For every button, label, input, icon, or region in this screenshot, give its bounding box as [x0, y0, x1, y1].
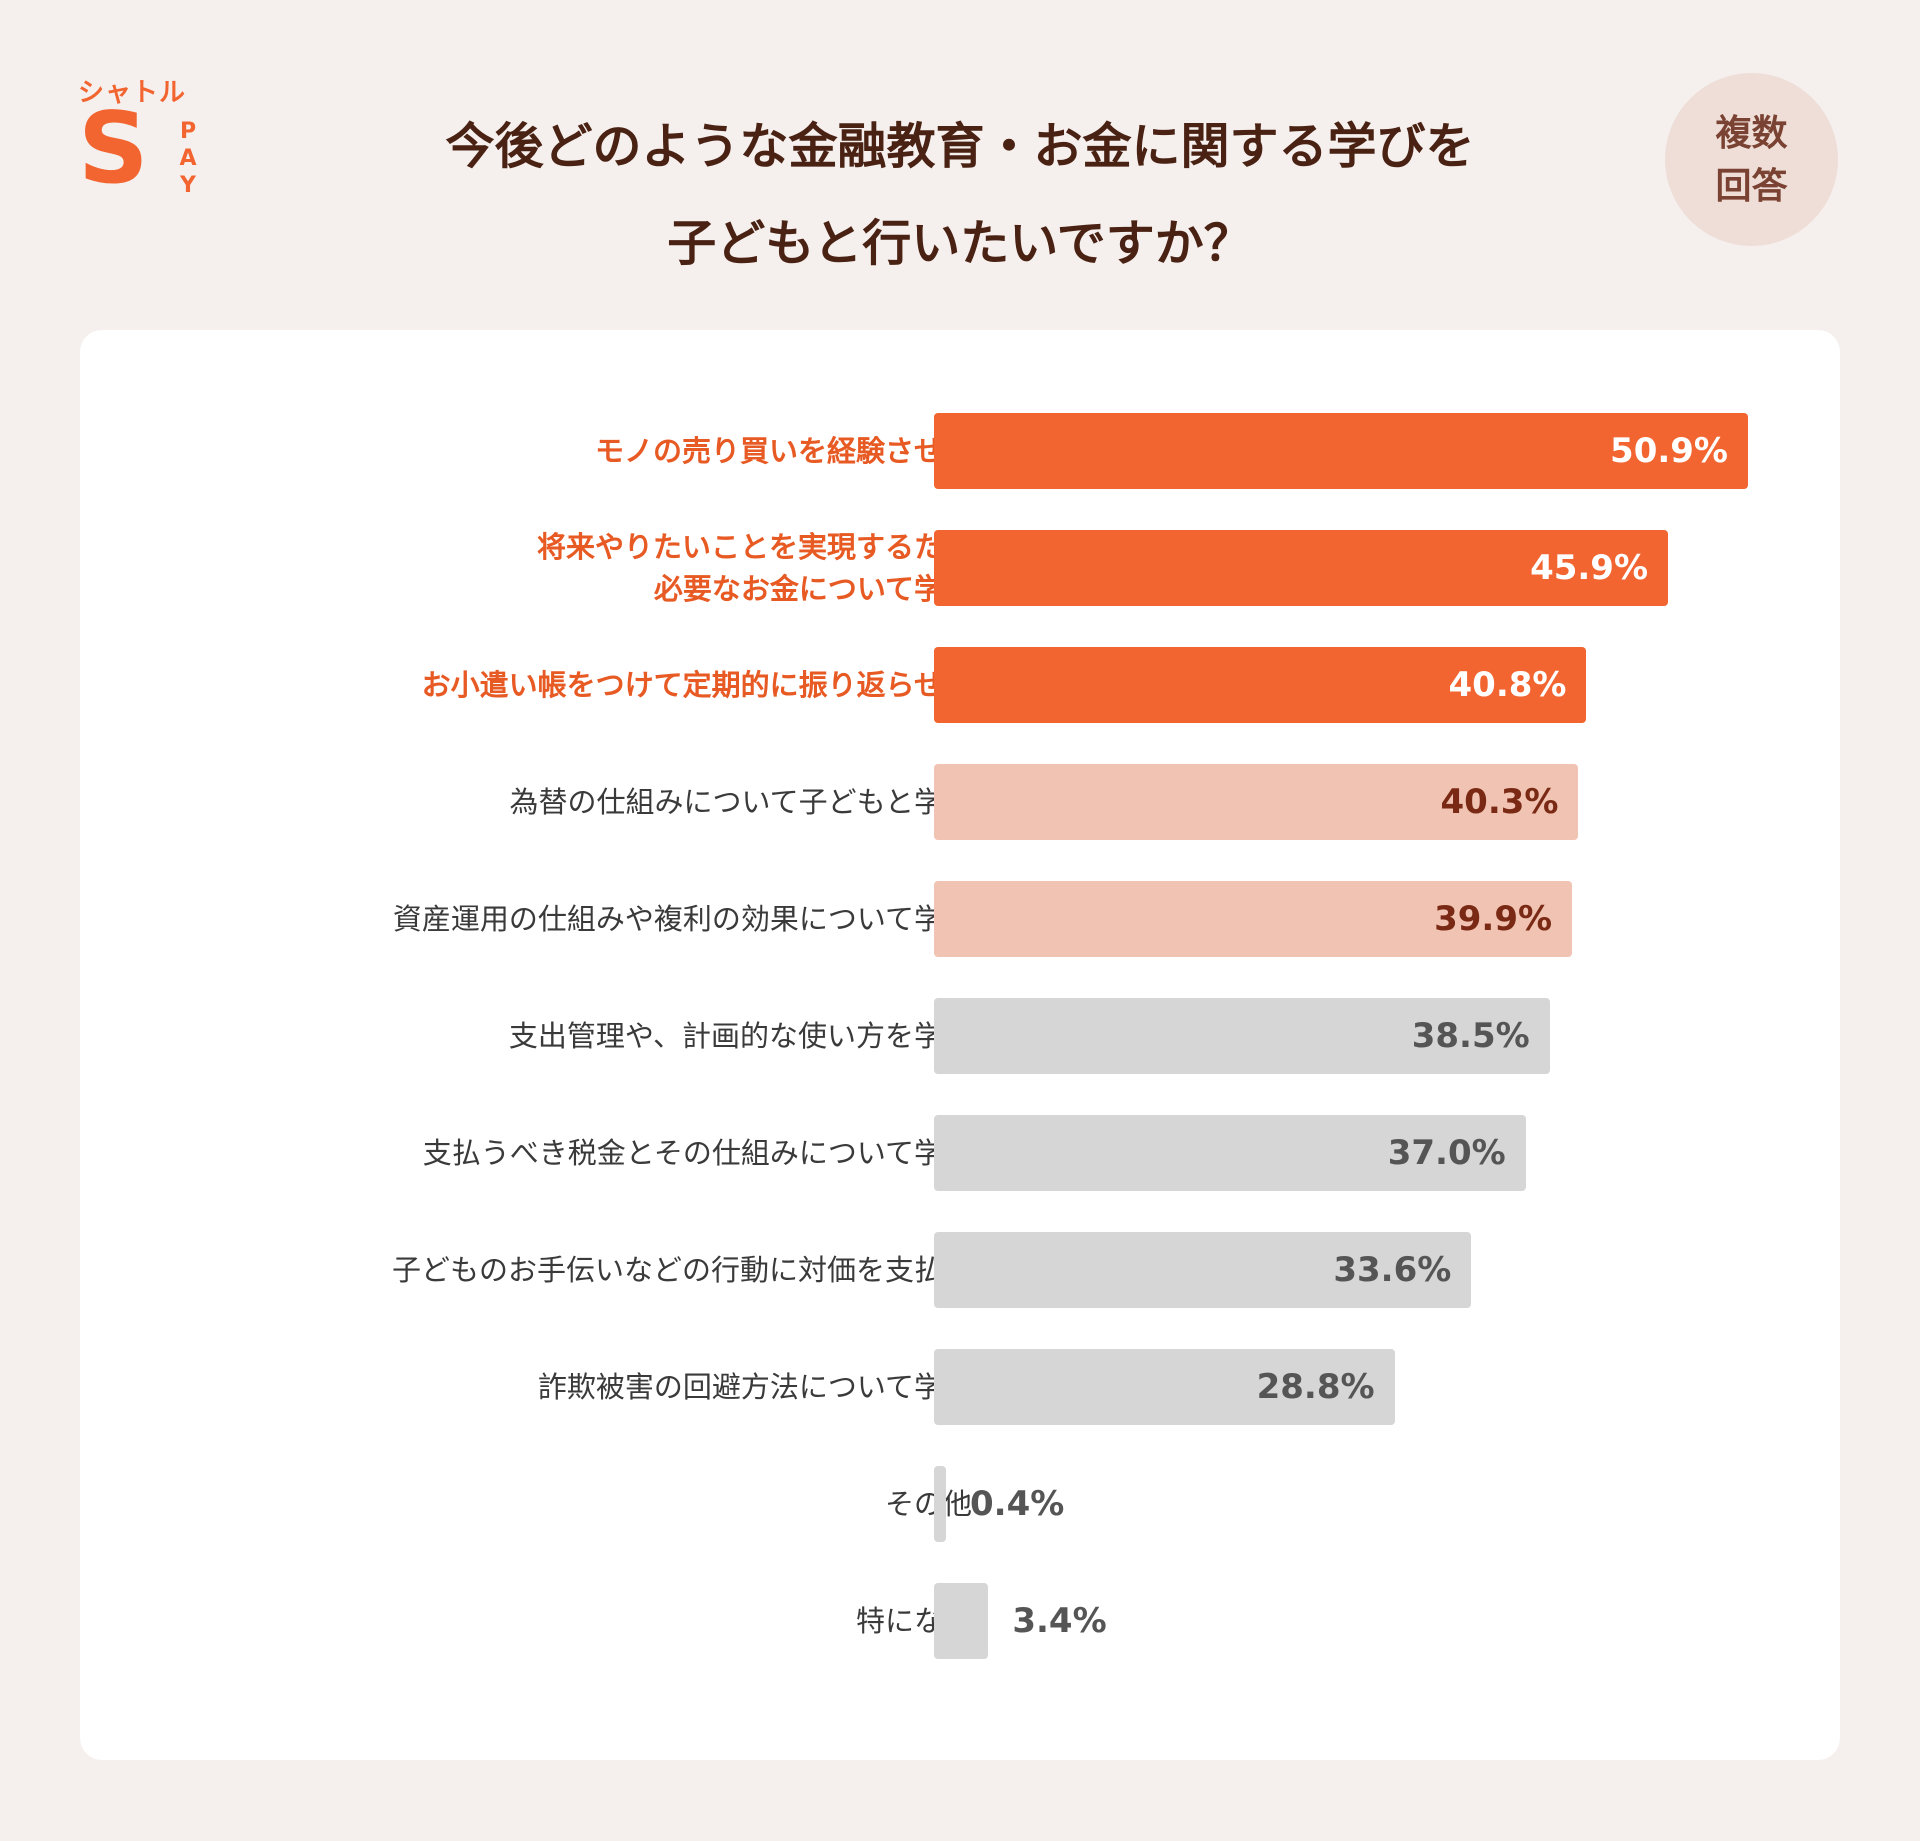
bar: [934, 647, 1587, 723]
value-label: 33.6%: [1333, 1250, 1452, 1290]
bar: [934, 1349, 1395, 1425]
bar: [934, 1115, 1526, 1191]
category-label: 為替の仕組みについて子どもと学ぶ: [190, 781, 972, 823]
bar: [934, 998, 1550, 1074]
category-label: 子どものお手伝いなどの行動に対価を支払う: [190, 1249, 972, 1291]
logo-s-mark: S: [78, 92, 149, 206]
bar: [934, 764, 1579, 840]
logo-name: シャトル: [78, 78, 187, 108]
category-label-line: お小遣い帳をつけて定期的に振り返らせる: [421, 668, 972, 702]
bar: [934, 530, 1669, 606]
value-label: 38.5%: [1411, 1016, 1530, 1056]
chart-card: モノの売り買いを経験させる 50.9% 将来やりたいことを実現するため必要なお金につ…: [80, 330, 1840, 1760]
title-line-2: 子どもと行いたいですか？: [667, 215, 1253, 272]
category-label: 詐欺被害の回避方法について学ぶ: [190, 1366, 972, 1408]
multiple-answer-badge: 複数 回答: [1665, 73, 1838, 246]
category-label: 特にない: [190, 1600, 972, 1642]
category-label-line: 資産運用の仕組みや複利の効果について学ぶ: [392, 902, 972, 936]
value-label: 40.3%: [1440, 782, 1559, 822]
value-label: 40.8%: [1448, 665, 1567, 705]
bar: [934, 1583, 989, 1659]
chart-title: 今後どのような金融教育・お金に関する学びを 子どもと行いたいですか？: [260, 98, 1660, 292]
bar: [934, 881, 1573, 957]
category-label-line: 為替の仕組みについて子どもと学ぶ: [509, 785, 972, 819]
value-label: 3.4%: [1012, 1601, 1107, 1641]
value-label: 37.0%: [1387, 1133, 1506, 1173]
category-label: モノの売り買いを経験させる: [190, 430, 972, 472]
bar: [934, 1466, 946, 1542]
category-label: 支出管理や、計画的な使い方を学ぶ: [190, 1015, 972, 1057]
badge-text: 複数 回答: [1707, 107, 1797, 213]
badge-line-2: 回答: [1715, 165, 1788, 207]
category-label: 将来やりたいことを実現するため必要なお金について学ぶ: [190, 526, 972, 610]
value-label: 0.4%: [970, 1484, 1065, 1524]
category-label-line: 支払うべき税金とその仕組みについて学ぶ: [422, 1136, 972, 1170]
bar: [934, 413, 1748, 489]
category-label-line: モノの売り買いを経験させる: [594, 434, 972, 468]
value-label: 45.9%: [1530, 548, 1649, 588]
category-label-line: 特にない: [855, 1604, 972, 1638]
title-line-1: 今後どのような金融教育・お金に関する学びを: [445, 118, 1475, 175]
category-label: その他: [190, 1483, 972, 1525]
category-label-line: 必要なお金について学ぶ: [653, 572, 972, 606]
badge-line-1: 複数: [1715, 112, 1788, 154]
category-label-line: 支出管理や、計画的な使い方を学ぶ: [508, 1019, 972, 1053]
category-label: お小遣い帳をつけて定期的に振り返らせる: [190, 664, 972, 706]
shuttle-pay-logo: シャトル S PAY: [78, 72, 208, 202]
category-label-line: その他: [884, 1487, 972, 1521]
category-label-line: 子どものお手伝いなどの行動に対価を支払う: [391, 1253, 972, 1287]
category-label: 資産運用の仕組みや複利の効果について学ぶ: [190, 898, 972, 940]
category-label-line: 将来やりたいことを実現するため: [536, 530, 972, 564]
category-label-line: 詐欺被害の回避方法について学ぶ: [537, 1370, 972, 1404]
value-label: 50.9%: [1610, 431, 1728, 471]
logo-pay-text: PAY: [179, 119, 197, 198]
category-label: 支払うべき税金とその仕組みについて学ぶ: [190, 1132, 972, 1174]
bar: [934, 1232, 1472, 1308]
value-label: 39.9%: [1434, 899, 1553, 939]
value-label: 28.8%: [1256, 1367, 1375, 1407]
